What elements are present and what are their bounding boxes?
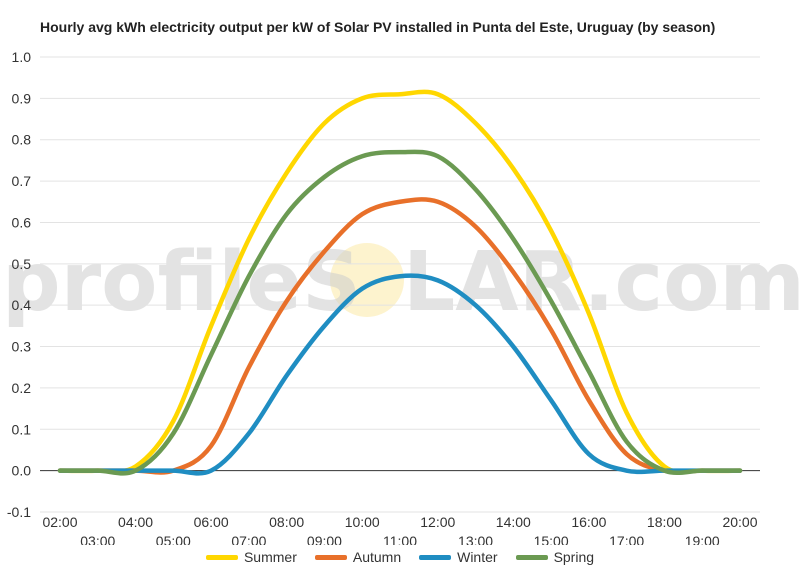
x-tick-label: 09:00 <box>307 533 342 545</box>
x-tick-label: 15:00 <box>534 533 569 545</box>
x-tick-label: 18:00 <box>647 514 682 530</box>
legend-item-autumn[interactable]: Autumn <box>314 549 402 565</box>
watermark-text-left: profileS <box>2 235 361 330</box>
legend-label: Winter <box>457 549 498 565</box>
x-tick-label: 12:00 <box>420 514 455 530</box>
series-line-winter <box>57 273 743 476</box>
legend-item-winter[interactable]: Winter <box>419 549 498 565</box>
x-tick-label: 19:00 <box>685 533 720 545</box>
y-tick-label: 0.8 <box>12 132 32 148</box>
x-tick-label: 20:00 <box>722 514 757 530</box>
y-tick-label: 0.4 <box>12 297 32 313</box>
x-tick-label: 07:00 <box>231 533 266 545</box>
x-tick-label: 02:00 <box>42 514 77 530</box>
y-tick-label: 0.6 <box>12 214 32 230</box>
y-tick-label: 0.0 <box>12 463 32 479</box>
x-tick-label: 14:00 <box>496 514 531 530</box>
legend-label: Summer <box>243 549 297 565</box>
x-tick-label: 03:00 <box>80 533 115 545</box>
y-tick-label: 0.2 <box>12 380 32 396</box>
series-line-summer <box>57 89 743 475</box>
x-tick-label: 11:00 <box>383 533 417 545</box>
legend-item-spring[interactable]: Spring <box>515 549 595 565</box>
legend-label: Autumn <box>352 549 402 565</box>
legend: Summer Autumn Winter Spring <box>0 549 800 565</box>
x-axis-ticks: 02:0003:0004:0005:0006:0007:0008:0009:00… <box>42 514 757 545</box>
x-tick-label: 17:00 <box>609 533 644 545</box>
series-lines <box>57 89 743 476</box>
legend-swatch <box>205 554 238 560</box>
y-tick-label: -0.1 <box>7 504 31 520</box>
x-tick-label: 10:00 <box>345 514 380 530</box>
watermark: profileS LAR.com <box>2 235 800 330</box>
legend-swatch <box>314 554 347 560</box>
x-tick-label: 13:00 <box>458 533 493 545</box>
y-axis-ticks: 1.0 0.9 0.8 0.7 0.6 0.5 0.4 0.3 0.2 0.1 0.0 -0.1 <box>7 49 31 520</box>
legend-item-summer[interactable]: Summer <box>205 549 297 565</box>
y-tick-label: 1.0 <box>12 49 32 65</box>
legend-label: Spring <box>553 549 595 565</box>
legend-swatch <box>419 554 452 560</box>
line-chart: profileS LAR.com 1.0 0.9 0.8 0.7 0.6 0.5 0.4 0.… <box>2 49 800 545</box>
y-tick-label: 0.9 <box>12 90 32 106</box>
x-tick-label: 04:00 <box>118 514 153 530</box>
y-tick-label: 0.3 <box>12 339 32 355</box>
series-line-spring <box>57 149 743 476</box>
y-tick-label: 0.1 <box>12 421 32 437</box>
x-tick-label: 05:00 <box>156 533 191 545</box>
watermark-text-right: LAR.com <box>403 235 800 330</box>
legend-swatch <box>515 554 548 560</box>
chart-title: Hourly avg kWh electricity output per kW… <box>40 19 716 35</box>
x-tick-label: 16:00 <box>571 514 606 530</box>
x-tick-label: 06:00 <box>194 514 229 530</box>
y-tick-label: 0.7 <box>12 173 32 189</box>
x-tick-label: 08:00 <box>269 514 304 530</box>
y-tick-label: 0.5 <box>12 256 32 272</box>
